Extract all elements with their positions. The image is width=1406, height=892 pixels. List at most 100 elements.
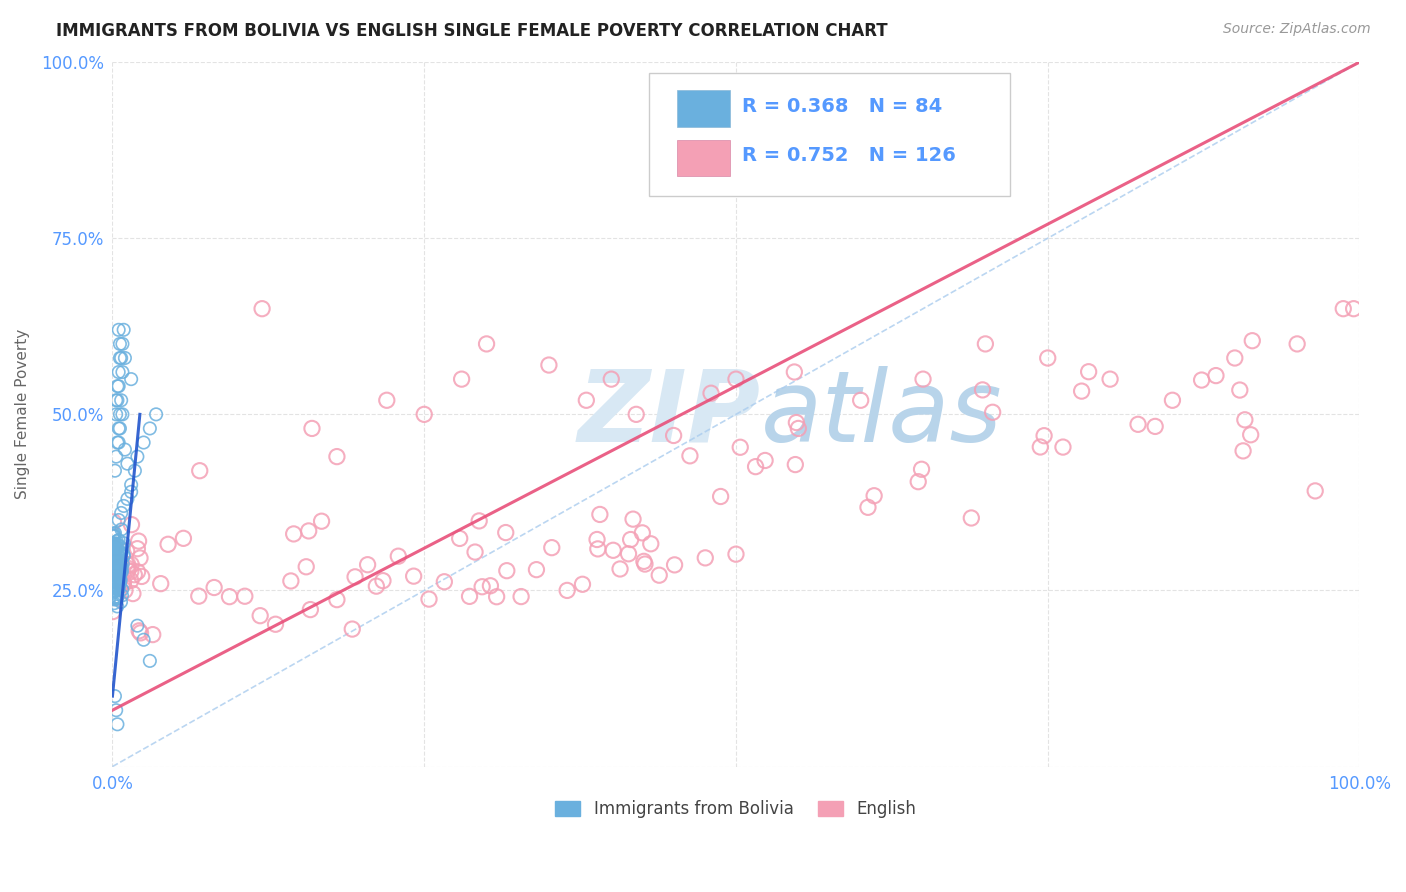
Point	[103, 558, 125, 573]
Point	[910, 462, 932, 476]
Point	[107, 582, 129, 597]
Point	[103, 541, 125, 556]
Point	[104, 592, 127, 607]
Point	[107, 435, 129, 450]
Point	[1241, 334, 1264, 348]
Point	[110, 548, 132, 562]
Point	[104, 561, 127, 575]
Point	[127, 565, 149, 579]
Point	[744, 459, 766, 474]
Point	[620, 533, 643, 547]
Point	[366, 579, 388, 593]
Point	[108, 561, 131, 575]
Point	[103, 541, 125, 556]
Point	[634, 557, 657, 571]
Point	[114, 583, 136, 598]
Point	[783, 365, 806, 379]
Point	[105, 563, 128, 577]
Point	[1099, 372, 1122, 386]
Point	[103, 579, 125, 593]
Point	[602, 543, 624, 558]
Point	[586, 541, 609, 556]
FancyBboxPatch shape	[648, 73, 1011, 196]
Point	[101, 563, 124, 577]
Point	[172, 532, 194, 546]
Point	[1077, 365, 1099, 379]
Point	[103, 558, 125, 572]
Point	[1205, 368, 1227, 383]
Point	[104, 536, 127, 550]
Point	[101, 528, 124, 542]
Point	[280, 574, 302, 588]
Point	[624, 408, 647, 422]
Point	[960, 511, 983, 525]
Point	[1191, 373, 1213, 387]
Point	[589, 508, 612, 522]
Point	[907, 475, 929, 489]
Point	[104, 550, 127, 565]
Point	[108, 539, 131, 553]
Point	[104, 546, 127, 560]
Point	[108, 573, 131, 587]
Point	[127, 450, 149, 464]
Point	[1161, 393, 1184, 408]
Point	[107, 545, 129, 559]
Point	[103, 559, 125, 574]
Point	[103, 572, 125, 586]
Point	[108, 546, 131, 560]
Point	[449, 532, 471, 546]
Point	[679, 449, 702, 463]
Point	[600, 372, 623, 386]
Point	[1052, 440, 1074, 454]
Point	[117, 558, 139, 572]
Point	[202, 581, 225, 595]
Point	[110, 506, 132, 520]
Point	[103, 563, 125, 577]
Point	[124, 464, 146, 478]
Point	[105, 450, 128, 464]
Point	[1331, 301, 1354, 316]
Point	[111, 337, 134, 351]
Point	[311, 514, 333, 528]
FancyBboxPatch shape	[678, 90, 730, 127]
Point	[103, 592, 125, 607]
Point	[662, 428, 685, 442]
Point	[104, 549, 127, 564]
Point	[787, 421, 810, 435]
Point	[103, 559, 125, 574]
Point	[700, 386, 723, 401]
Point	[981, 405, 1004, 419]
Point	[468, 514, 491, 528]
Point	[108, 567, 131, 582]
Point	[108, 551, 131, 566]
Point	[724, 372, 747, 386]
Point	[111, 365, 134, 379]
Point	[974, 337, 997, 351]
Point	[110, 546, 132, 560]
Point	[108, 565, 131, 579]
Point	[127, 541, 149, 556]
Point	[117, 457, 139, 471]
Point	[526, 563, 548, 577]
Point	[104, 569, 127, 583]
Point	[101, 548, 124, 562]
Point	[105, 572, 128, 586]
Point	[108, 561, 131, 575]
Point	[586, 533, 609, 547]
Point	[103, 566, 125, 581]
Point	[107, 575, 129, 590]
Point	[103, 560, 125, 574]
Point	[101, 584, 124, 599]
Point	[433, 574, 456, 589]
Point	[111, 408, 134, 422]
Point	[103, 582, 125, 597]
Point	[103, 551, 125, 566]
Point	[1223, 351, 1246, 365]
Point	[107, 537, 129, 551]
Point	[107, 323, 129, 337]
Point	[104, 464, 127, 478]
Point	[418, 592, 440, 607]
Point	[754, 453, 776, 467]
Point	[107, 569, 129, 583]
Point	[103, 562, 125, 576]
